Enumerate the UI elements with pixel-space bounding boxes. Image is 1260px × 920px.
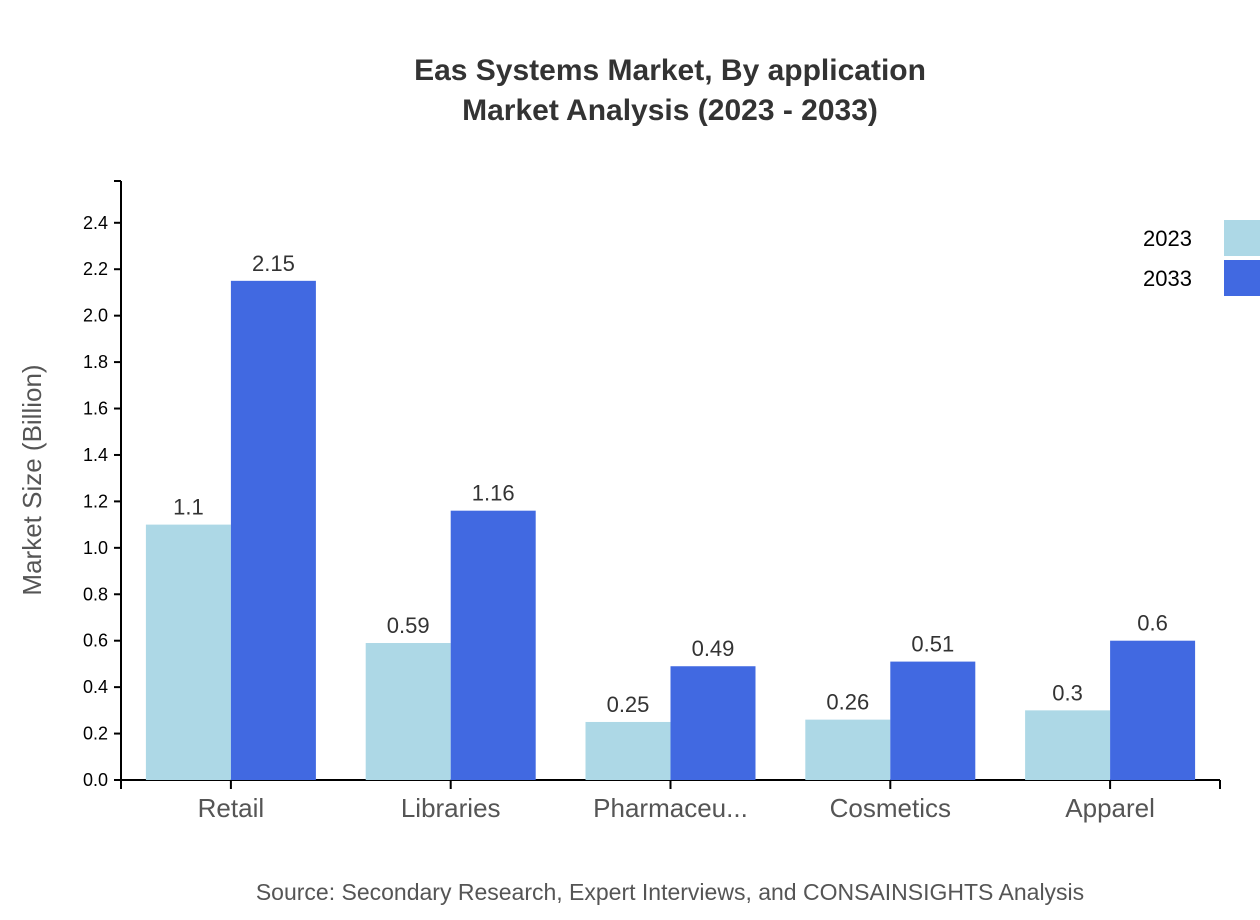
chart-subtitle: Market Analysis (2023 - 2033)	[462, 94, 878, 127]
legend-swatch	[1224, 260, 1260, 296]
y-tick-label: 1.2	[83, 491, 108, 511]
y-tick-label: 0.4	[83, 677, 108, 697]
legend-swatch	[1224, 220, 1260, 256]
data-label: 1.1	[173, 495, 204, 520]
y-tick-label: 1.8	[83, 352, 108, 372]
y-tick-label: 0.8	[83, 584, 108, 604]
data-label: 2.15	[252, 251, 295, 276]
data-label: 0.26	[826, 690, 869, 715]
y-tick-label: 0.6	[83, 631, 108, 651]
bar-2023	[145, 524, 231, 780]
y-tick-label: 0.0	[83, 770, 108, 790]
x-tick-label: Retail	[198, 793, 264, 823]
y-tick-label: 1.6	[83, 399, 108, 419]
data-label: 1.16	[472, 481, 515, 506]
data-label: 0.51	[911, 632, 954, 657]
legend-label: 2033	[1143, 266, 1192, 291]
y-tick-label: 2.4	[83, 213, 108, 233]
bar-2023	[365, 643, 451, 780]
data-label: 0.25	[607, 692, 650, 717]
source-note: Source: Secondary Research, Expert Inter…	[256, 879, 1084, 905]
x-tick-label: Cosmetics	[830, 793, 951, 823]
y-tick-label: 1.4	[83, 445, 108, 465]
bar-2023	[1025, 710, 1111, 780]
y-tick-label: 2.0	[83, 306, 108, 326]
data-label: 0.49	[692, 636, 735, 661]
bar-2033	[230, 280, 316, 780]
data-label: 0.59	[387, 613, 430, 638]
y-tick-label: 0.2	[83, 724, 108, 744]
x-tick-label: Pharmaceu...	[593, 793, 748, 823]
y-tick-label: 1.0	[83, 538, 108, 558]
y-tick-label: 2.2	[83, 259, 108, 279]
bar-2033	[1110, 640, 1196, 780]
y-axis-label: Market Size (Billion)	[17, 364, 47, 595]
bar-2023	[585, 721, 671, 780]
bar-2023	[805, 719, 891, 780]
data-label: 0.6	[1137, 611, 1168, 636]
x-tick-label: Libraries	[401, 793, 501, 823]
x-tick-label: Apparel	[1065, 793, 1155, 823]
bar-2033	[450, 510, 536, 780]
chart-title: Eas Systems Market, By application	[414, 54, 926, 87]
bar-2033	[890, 661, 976, 780]
legend-label: 2023	[1143, 226, 1192, 251]
bar-2033	[670, 666, 756, 780]
data-label: 0.3	[1052, 680, 1083, 705]
